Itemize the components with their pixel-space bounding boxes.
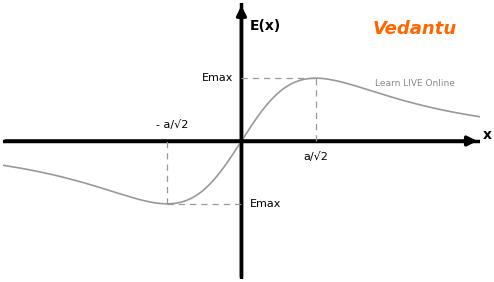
Text: Emax: Emax [249, 199, 281, 209]
Text: Emax: Emax [202, 73, 234, 83]
Text: - a/√2: - a/√2 [156, 120, 189, 130]
Text: E(x): E(x) [249, 19, 281, 33]
Text: a/√2: a/√2 [303, 152, 328, 162]
Text: Vedantu: Vedantu [373, 20, 457, 38]
Text: x: x [483, 128, 492, 142]
Text: Learn LIVE Online: Learn LIVE Online [375, 79, 455, 88]
